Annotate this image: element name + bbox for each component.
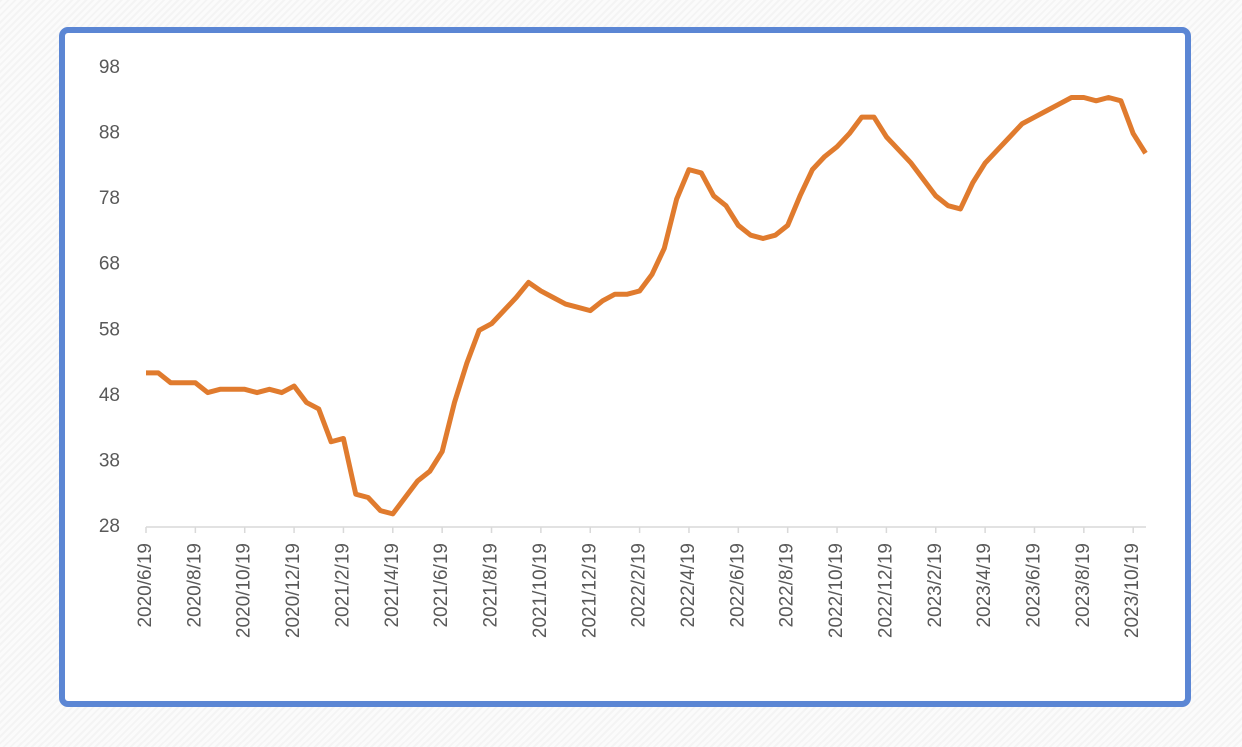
y-tick-label: 88 (99, 123, 120, 144)
x-tick-label: 2021/6/19 (431, 543, 452, 628)
y-tick-label: 48 (99, 385, 120, 406)
x-tick-label: 2022/4/19 (678, 543, 699, 628)
x-tick-label: 2022/12/19 (875, 543, 896, 638)
x-tick-label: 2021/8/19 (481, 543, 502, 628)
y-tick-label: 68 (99, 254, 120, 275)
y-tick-label: 78 (99, 188, 120, 209)
y-tick-label: 58 (99, 319, 120, 340)
x-tick-label: 2020/10/19 (234, 543, 255, 638)
x-tick-label: 2021/12/19 (579, 543, 600, 638)
x-tick-label: 2023/8/19 (1073, 543, 1094, 628)
x-tick-label: 2021/10/19 (530, 543, 551, 638)
x-tick-label: 2022/10/19 (826, 543, 847, 638)
y-tick-label: 38 (99, 450, 120, 471)
x-tick-label: 2022/6/19 (727, 543, 748, 628)
x-tick-label: 2022/2/19 (629, 543, 650, 628)
x-tick-label: 2023/6/19 (1023, 543, 1044, 628)
y-tick-label: 28 (99, 516, 120, 537)
x-tick-label: 2022/8/19 (777, 543, 798, 628)
x-tick-label: 2023/2/19 (925, 543, 946, 628)
x-tick-label: 2023/10/19 (1122, 543, 1143, 638)
x-tick-label: 2020/8/19 (184, 543, 205, 628)
x-tick-label: 2020/6/19 (135, 543, 156, 628)
x-tick-label: 2021/2/19 (332, 543, 353, 628)
line (146, 95, 1148, 517)
y-tick-label: 98 (99, 57, 120, 78)
x-tick-label: 2021/4/19 (382, 543, 403, 628)
x-tick-label: 2023/4/19 (974, 543, 995, 628)
x-tick-label: 2020/12/19 (283, 543, 304, 638)
chart-frame (59, 27, 1191, 707)
